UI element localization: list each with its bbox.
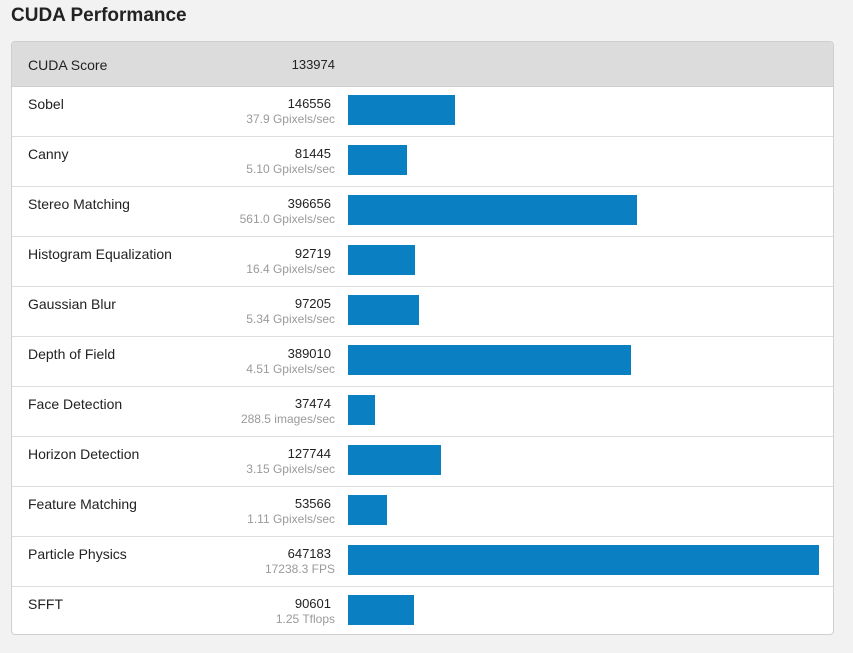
- benchmark-bar: [348, 395, 375, 425]
- benchmark-rate: 37.9 Gpixels/sec: [246, 112, 335, 126]
- benchmark-score: 146556: [287, 96, 331, 111]
- benchmark-row: SFFT 90601 1.25 Tflops: [12, 587, 833, 634]
- benchmark-name: Horizon Detection: [28, 446, 140, 462]
- benchmark-rate: 288.5 images/sec: [240, 412, 335, 426]
- summary-label: CUDA Score: [28, 57, 108, 73]
- benchmark-score: 127744: [287, 446, 331, 461]
- benchmark-name: Face Detection: [28, 396, 123, 412]
- benchmark-bar: [348, 145, 407, 175]
- summary-row: CUDA Score 133974: [12, 42, 833, 87]
- benchmark-bar: [348, 445, 441, 475]
- benchmark-bar-track: [348, 295, 819, 325]
- benchmark-bar-track: [348, 495, 819, 525]
- benchmark-list: Sobel 146556 37.9 Gpixels/sec Canny 81445 5.1…: [12, 87, 833, 634]
- benchmark-row: Horizon Detection 127744 3.15 Gpixels/sec: [12, 437, 833, 487]
- benchmark-bar-track: [348, 445, 819, 475]
- page-title: CUDA Performance: [11, 5, 187, 26]
- benchmark-score: 647183: [287, 546, 331, 561]
- benchmark-score: 92719: [294, 246, 331, 261]
- benchmark-rate: 4.51 Gpixels/sec: [246, 362, 335, 376]
- benchmark-row: Canny 81445 5.10 Gpixels/sec: [12, 137, 833, 187]
- benchmark-bar: [348, 495, 387, 525]
- benchmark-score: 81445: [294, 146, 331, 161]
- benchmark-bar: [348, 195, 637, 225]
- benchmark-row: Particle Physics 647183 17238.3 FPS: [12, 537, 833, 587]
- benchmark-name: Depth of Field: [28, 346, 116, 362]
- benchmark-score: 389010: [287, 346, 331, 361]
- benchmark-bar-track: [348, 595, 819, 625]
- benchmark-bar-track: [348, 195, 819, 225]
- benchmark-row: Stereo Matching 396656 561.0 Gpixels/sec: [12, 187, 833, 237]
- benchmark-row: Depth of Field 389010 4.51 Gpixels/sec: [12, 337, 833, 387]
- benchmark-rate: 561.0 Gpixels/sec: [239, 212, 335, 226]
- benchmark-bar-track: [348, 345, 819, 375]
- benchmark-bar: [348, 95, 455, 125]
- benchmark-name: SFFT: [28, 596, 63, 612]
- benchmark-bar: [348, 545, 819, 575]
- benchmark-rate: 3.15 Gpixels/sec: [246, 462, 335, 476]
- benchmark-row: Histogram Equalization 92719 16.4 Gpixels/…: [12, 237, 833, 287]
- benchmark-name: Stereo Matching: [28, 196, 130, 212]
- benchmark-bar-track: [348, 95, 819, 125]
- benchmark-score: 90601: [294, 596, 331, 611]
- benchmark-bar: [348, 345, 631, 375]
- benchmark-bar: [348, 595, 414, 625]
- benchmark-name: Sobel: [28, 96, 64, 112]
- benchmark-row: Sobel 146556 37.9 Gpixels/sec: [12, 87, 833, 137]
- benchmark-score: 53566: [294, 496, 331, 511]
- benchmark-bar-track: [348, 545, 819, 575]
- benchmark-rate: 17238.3 FPS: [264, 562, 335, 576]
- results-card: CUDA Score 133974 Sobel 146556 37.9 Gpixel…: [11, 41, 834, 635]
- benchmark-score: 97205: [294, 296, 331, 311]
- benchmark-rate: 5.34 Gpixels/sec: [246, 312, 335, 326]
- benchmark-bar-track: [348, 145, 819, 175]
- benchmark-rate: 1.25 Tflops: [275, 612, 335, 626]
- benchmark-rate: 16.4 Gpixels/sec: [246, 262, 335, 276]
- benchmark-score: 396656: [287, 196, 331, 211]
- benchmark-name: Histogram Equalization: [28, 246, 172, 262]
- benchmark-bar-track: [348, 245, 819, 275]
- benchmark-row: Feature Matching 53566 1.11 Gpixels/sec: [12, 487, 833, 537]
- benchmark-bar: [348, 295, 419, 325]
- benchmark-name: Canny: [28, 146, 69, 162]
- benchmark-bar: [348, 245, 415, 275]
- benchmark-bar-track: [348, 395, 819, 425]
- benchmark-row: Gaussian Blur 97205 5.34 Gpixels/sec: [12, 287, 833, 337]
- benchmark-name: Particle Physics: [28, 546, 127, 562]
- benchmark-name: Feature Matching: [28, 496, 137, 512]
- benchmark-rate: 5.10 Gpixels/sec: [246, 162, 335, 176]
- benchmark-score: 37474: [294, 396, 331, 411]
- benchmark-row: Face Detection 37474 288.5 images/sec: [12, 387, 833, 437]
- benchmark-name: Gaussian Blur: [28, 296, 116, 312]
- summary-score: 133974: [291, 57, 335, 72]
- benchmark-rate: 1.11 Gpixels/sec: [247, 512, 335, 526]
